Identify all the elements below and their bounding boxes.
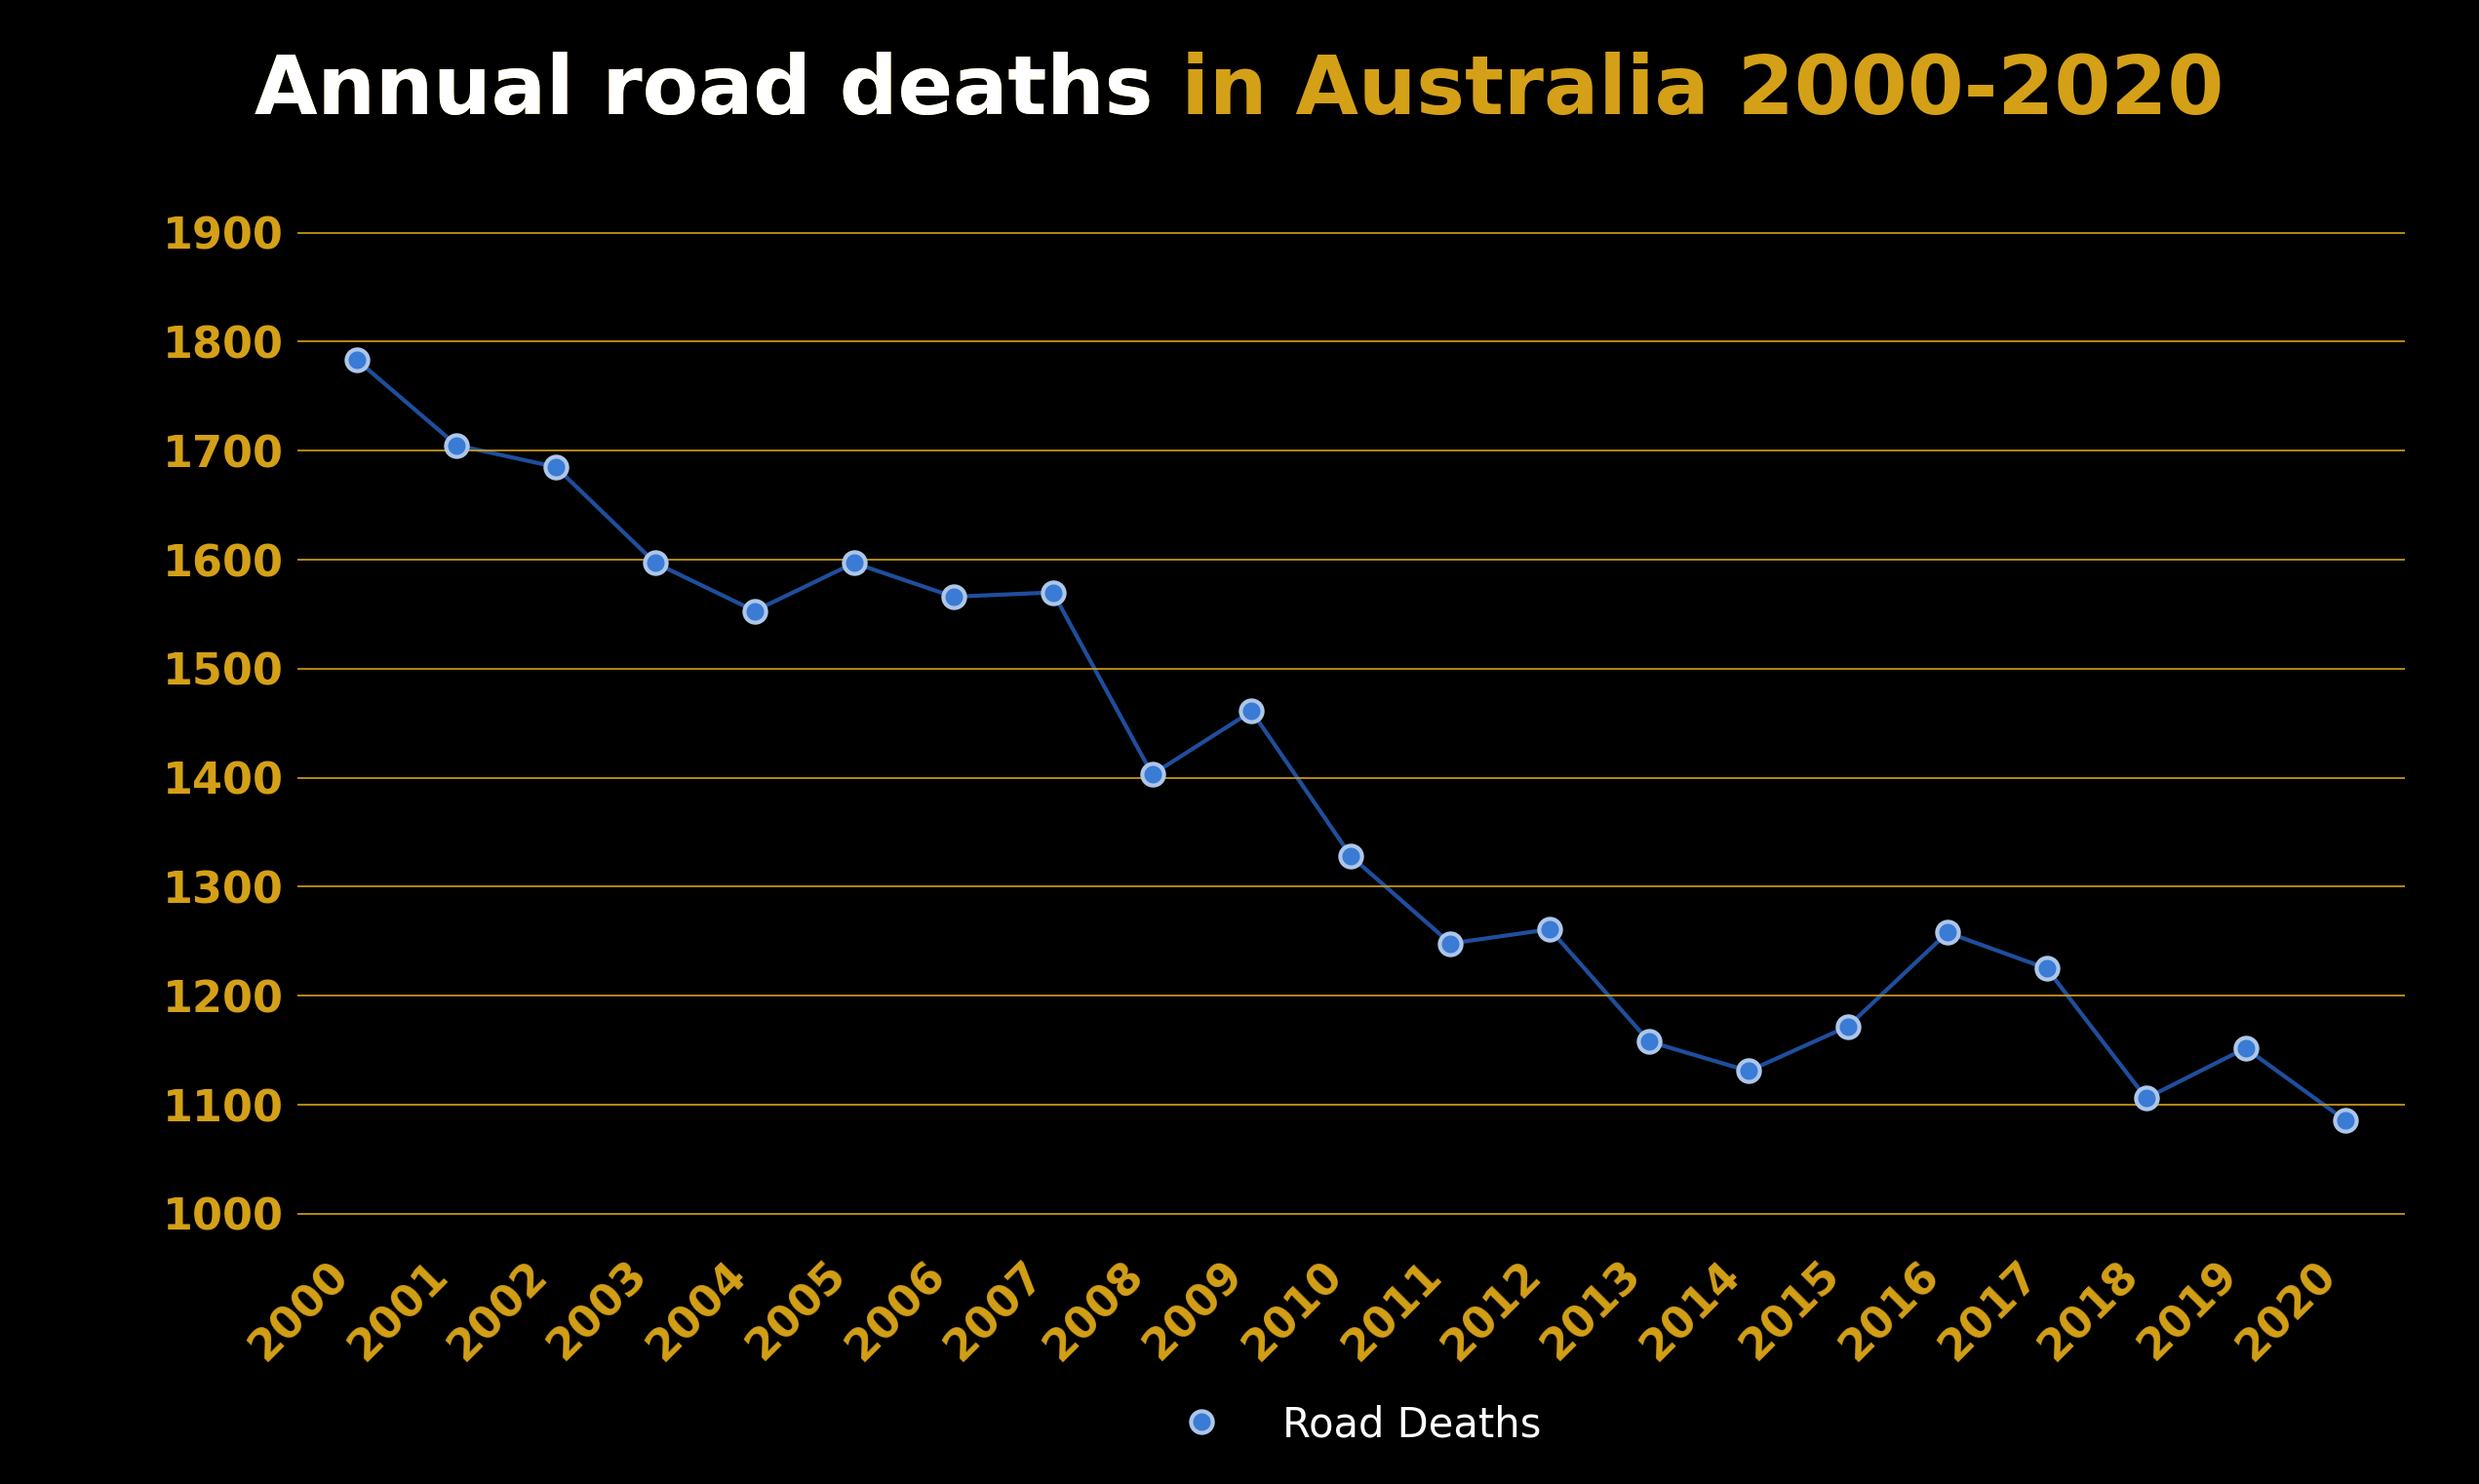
Point bbox=[337, 349, 377, 372]
Text: Annual road deaths: Annual road deaths bbox=[255, 52, 1182, 131]
Point bbox=[1530, 917, 1569, 941]
Point bbox=[1331, 844, 1371, 868]
Point bbox=[436, 433, 476, 457]
Point bbox=[635, 551, 674, 574]
Point bbox=[1430, 932, 1470, 956]
Point bbox=[1827, 1015, 1867, 1039]
Point bbox=[1034, 580, 1073, 604]
Point bbox=[734, 600, 773, 623]
Point bbox=[1929, 920, 1968, 944]
Point bbox=[535, 456, 575, 479]
Point bbox=[935, 585, 974, 608]
Point bbox=[2325, 1109, 2365, 1132]
Point bbox=[2127, 1086, 2167, 1110]
Point bbox=[2226, 1036, 2266, 1060]
Point bbox=[2028, 957, 2067, 981]
Point bbox=[1728, 1060, 1768, 1083]
Point bbox=[835, 551, 875, 574]
Point bbox=[1629, 1030, 1668, 1054]
Point bbox=[1232, 699, 1272, 723]
Legend: Road Deaths: Road Deaths bbox=[1145, 1388, 1557, 1462]
Point bbox=[1133, 763, 1173, 787]
Text: Annual road deaths in Australia 2000-2020: Annual road deaths in Australia 2000-202… bbox=[255, 52, 2224, 131]
